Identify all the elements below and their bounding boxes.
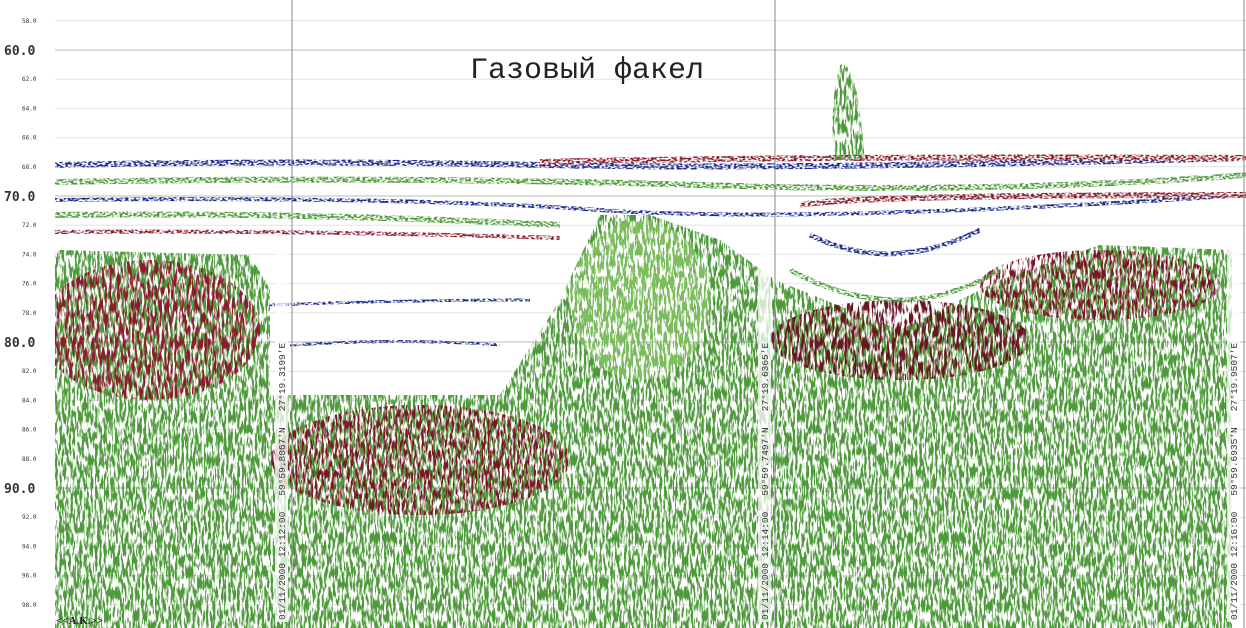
depth-label: 84.0 [22, 397, 37, 404]
depth-label: 98.0 [22, 602, 37, 609]
marker-lat: 59°59.7497'N [760, 427, 771, 495]
depth-label: 86.0 [22, 427, 37, 434]
marker-time: 01/11/2000 12:14:00 [760, 511, 771, 620]
reflector [980, 250, 1220, 320]
reflector [40, 260, 260, 400]
depth-label: 68.0 [22, 164, 37, 171]
depth-label: 58.0 [22, 18, 37, 25]
depth-label: 88.0 [22, 456, 37, 463]
noise-green [570, 220, 710, 380]
depth-label: 64.0 [22, 105, 37, 112]
marker-label: 01/11/2000 12:14:00 59°59.7497'N 27°19.636… [760, 343, 771, 620]
depth-label: 70.0 [4, 190, 35, 205]
depth-label: 90.0 [4, 482, 35, 497]
marker-label: 01/11/2000 12:16:00 59°59.6935'N 27°19.950… [1229, 343, 1240, 620]
depth-label: 96.0 [22, 573, 37, 580]
reflector [270, 405, 570, 515]
depth-label: 78.0 [22, 310, 37, 317]
annotation: Газовый факел [470, 54, 704, 88]
depth-label: 92.0 [22, 514, 37, 521]
depth-label: 72.0 [22, 222, 37, 229]
sediment [40, 215, 1232, 628]
depth-label: 94.0 [22, 543, 37, 550]
marker-lon: 27°19.3199'E [277, 343, 288, 412]
depth-label: 62.0 [22, 76, 37, 83]
signature: <<A.K.>> [56, 615, 103, 627]
marker-time: 01/11/2000 12:12:00 [277, 511, 288, 620]
reflector [770, 300, 1030, 380]
marker-lon: 27°19.9507'E [1229, 343, 1240, 412]
marker-time: 01/11/2000 12:16:00 [1229, 511, 1240, 620]
depth-label: 80.0 [4, 336, 35, 351]
depth-label: 66.0 [22, 135, 37, 142]
marker-lat: 59°59.6935'N [1229, 427, 1240, 495]
marker-lat: 59°59.8067'N [277, 427, 288, 495]
depth-label: 76.0 [22, 281, 37, 288]
depth-label: 74.0 [22, 251, 37, 258]
depth-label: 60.0 [4, 44, 35, 59]
echogram: 58.0 60.0 62.0 64.0 66.0 68.0 70.0 72.0 74.0 76.0… [0, 0, 1246, 628]
marker-lon: 27°19.6365'E [760, 343, 771, 412]
depth-label: 82.0 [22, 368, 37, 375]
marker-label: 01/11/2000 12:12:00 59°59.8067'N 27°19.319… [277, 343, 288, 620]
